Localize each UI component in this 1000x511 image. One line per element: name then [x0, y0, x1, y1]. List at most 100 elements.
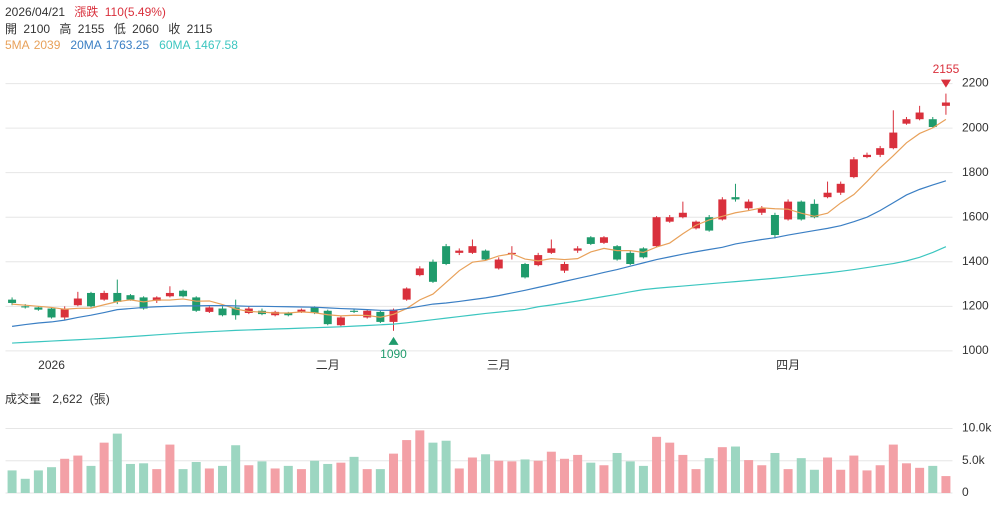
- legend-value: 1467.58: [195, 38, 239, 52]
- volume-bar: [809, 469, 819, 493]
- volume-bar: [152, 469, 162, 493]
- volume-bar: [783, 469, 793, 493]
- change-label: 漲跌: [74, 4, 98, 19]
- volume-bar: [875, 465, 885, 493]
- max-marker: [940, 79, 951, 88]
- candle-body: [192, 297, 201, 311]
- candle-body: [468, 246, 477, 253]
- candle-body: [863, 154, 872, 158]
- volume-bar: [231, 445, 241, 493]
- volume-header: 成交量 2,622 (張): [5, 391, 110, 406]
- volume-bar: [481, 454, 491, 493]
- candle-body: [86, 292, 95, 307]
- volume-bar: [691, 469, 701, 493]
- candle-body: [323, 310, 332, 325]
- close-label: 收: [168, 22, 180, 36]
- candle-body: [626, 252, 635, 264]
- volume-bar: [546, 451, 556, 493]
- volume-bar: [625, 461, 635, 493]
- candle-body: [139, 297, 148, 309]
- candle-body: [731, 197, 740, 200]
- volume-bar: [638, 465, 648, 493]
- candle-body: [297, 309, 306, 312]
- candle-body: [310, 307, 319, 313]
- x-tick-label: 2026: [38, 358, 65, 372]
- candle-body: [100, 292, 109, 300]
- legend-name: 60MA: [159, 38, 190, 52]
- volume-bar: [520, 459, 530, 493]
- candle-body: [823, 192, 832, 198]
- volume-bar: [941, 476, 951, 493]
- ohlc-line: 開 2100 高 2155 低 2060 收 2115: [5, 21, 213, 36]
- volume-bar: [178, 469, 188, 493]
- volume-bar: [441, 440, 451, 493]
- low-label: 低: [114, 22, 126, 36]
- volume-bar: [928, 465, 938, 493]
- legend-name: 20MA: [70, 38, 101, 52]
- candle-body: [205, 307, 214, 312]
- header-line: 2026/04/21 漲跌 110(5.49%): [5, 4, 166, 19]
- volume-bar: [915, 467, 925, 493]
- ma-line: [11, 180, 947, 327]
- volume-bar: [428, 442, 438, 493]
- y-tick-label: 1200: [962, 298, 989, 312]
- candle-body: [179, 290, 188, 297]
- volume-bar: [296, 469, 306, 493]
- volume-bar: [717, 447, 727, 493]
- high-value: 2155: [78, 22, 105, 36]
- y-tick-label: 1000: [962, 343, 989, 357]
- max-label: 2155: [933, 62, 960, 76]
- candle-body: [560, 263, 569, 271]
- candle-body: [784, 201, 793, 220]
- volume-bar: [323, 463, 333, 493]
- volume-bar: [573, 454, 583, 493]
- volume-bar: [165, 444, 175, 493]
- legend: 5MA 2039 20MA 1763.25 60MA 1467.58: [5, 38, 238, 52]
- candle-body: [389, 309, 398, 322]
- volume-bar: [349, 456, 359, 493]
- volume-bar: [310, 460, 320, 493]
- y-tick-label: 2200: [962, 76, 989, 90]
- volume-bar: [559, 458, 569, 493]
- legend-value: 2039: [34, 38, 61, 52]
- candle-body: [599, 237, 608, 243]
- high-label: 高: [59, 21, 71, 36]
- candle-body: [534, 255, 543, 266]
- candle-body: [652, 217, 661, 247]
- candle-body: [336, 317, 345, 326]
- volume-bar: [678, 454, 688, 493]
- volume-bar: [415, 430, 425, 493]
- volume-bar: [60, 458, 70, 493]
- volume-bar: [888, 444, 898, 493]
- open-value: 2100: [23, 22, 50, 36]
- volume-bar: [47, 467, 57, 493]
- ma-line: [12, 246, 947, 344]
- candle-body: [547, 248, 556, 253]
- volume-bar: [744, 460, 754, 493]
- candle-body: [836, 183, 845, 193]
- volume-bar: [125, 463, 135, 493]
- y-tick-label: 1400: [962, 254, 989, 268]
- volume-bar: [796, 458, 806, 493]
- candle-body: [350, 310, 359, 312]
- candle-body: [428, 261, 437, 282]
- volume-bar: [283, 465, 293, 493]
- volume-bar: [599, 465, 609, 493]
- candle-body: [402, 288, 411, 300]
- volume-bar: [99, 442, 109, 493]
- candle-body: [113, 292, 122, 302]
- candle-body: [165, 292, 174, 297]
- volume-bar: [73, 455, 83, 493]
- y-tick-label: 10.0k: [962, 421, 992, 435]
- volume-bar: [901, 463, 911, 493]
- ma-line: [12, 118, 947, 318]
- candle-body: [928, 119, 937, 128]
- volume-bar: [20, 478, 30, 493]
- candle-body: [73, 298, 82, 306]
- candle-body: [231, 307, 240, 316]
- volume-bar: [612, 452, 622, 493]
- candle-body: [849, 159, 858, 178]
- candle-body: [8, 299, 17, 303]
- candle-body: [915, 112, 924, 120]
